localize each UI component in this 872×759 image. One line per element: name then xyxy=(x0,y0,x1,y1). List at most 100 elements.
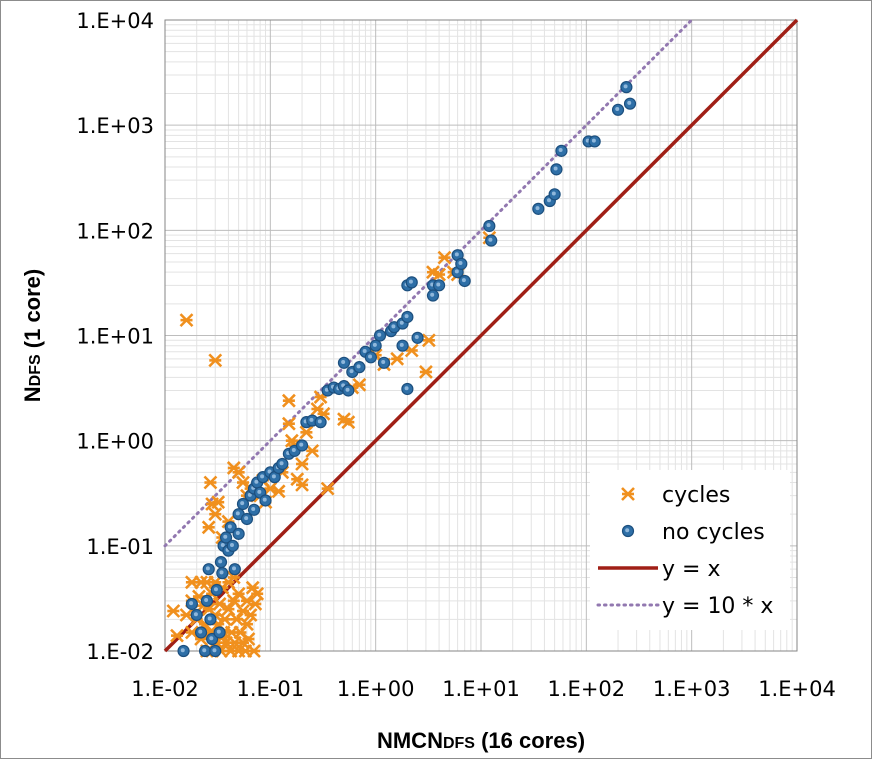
point-no-cycles xyxy=(177,644,190,658)
point-highlight xyxy=(414,335,419,340)
point-highlight xyxy=(317,419,322,424)
point-cycles xyxy=(295,457,309,471)
point-no-cycles xyxy=(432,279,446,292)
point-cycles xyxy=(437,250,452,265)
point-no-cycles xyxy=(216,567,229,580)
y-tick-label: 1.E-02 xyxy=(86,640,154,664)
point-highlight xyxy=(219,570,224,575)
point-no-cycles xyxy=(314,416,327,429)
point-highlight xyxy=(551,191,556,196)
point-no-cycles xyxy=(401,382,414,396)
point-highlight xyxy=(309,417,314,422)
point-cycles xyxy=(217,612,232,627)
y-axis-tick-labels: 1.E-02 1.E-01 1.E+00 1.E+01 1.E+02 1.E+03 1.E+… xyxy=(76,9,154,664)
point-no-cycles xyxy=(337,356,351,369)
point-highlight xyxy=(368,354,373,359)
point-no-cycles xyxy=(236,497,250,511)
x-tick-label: 1.E-02 xyxy=(131,677,199,701)
point-highlight xyxy=(623,84,628,89)
line-y-equals-x xyxy=(163,18,799,653)
point-highlight xyxy=(260,474,265,479)
y-tick-label: 1.E+04 xyxy=(76,9,154,33)
point-highlight xyxy=(391,324,396,329)
point-highlight xyxy=(189,601,194,606)
point-highlight xyxy=(430,292,435,297)
point-highlight xyxy=(291,448,296,453)
point-highlight xyxy=(377,332,382,337)
point-highlight xyxy=(267,469,272,474)
point-highlight xyxy=(240,501,245,506)
point-no-cycles xyxy=(405,276,418,289)
y-axis-title-sub: DFS xyxy=(27,354,44,386)
point-cycles xyxy=(421,333,436,348)
point-highlight xyxy=(349,369,354,374)
point-highlight xyxy=(345,387,350,392)
point-highlight xyxy=(625,528,630,533)
point-cycles xyxy=(179,608,194,622)
point-highlight xyxy=(204,598,209,603)
point-no-cycles xyxy=(228,563,241,576)
x-tick-label: 1.E+04 xyxy=(758,677,836,701)
point-no-cycles xyxy=(214,556,228,569)
point-highlight xyxy=(229,543,234,548)
point-no-cycles xyxy=(364,351,377,364)
legend-symbol-no-cycles xyxy=(621,524,635,538)
legend-background xyxy=(590,470,790,630)
point-no-cycles xyxy=(455,257,468,270)
legend-label-no-cycles: no cycles xyxy=(662,520,765,545)
point-highlight xyxy=(232,566,237,571)
point-cycles xyxy=(203,475,218,490)
x-tick-label: 1.E+00 xyxy=(337,677,415,701)
point-cycles xyxy=(240,617,254,632)
point-cycles xyxy=(211,495,226,510)
point-cycles xyxy=(295,477,309,492)
point-highlight xyxy=(202,648,207,653)
point-highlight xyxy=(381,360,386,365)
point-cycles xyxy=(281,393,296,408)
point-highlight xyxy=(213,587,218,592)
point-no-cycles xyxy=(548,188,561,201)
point-highlight xyxy=(227,524,232,529)
point-highlight xyxy=(247,492,252,497)
point-no-cycles xyxy=(185,597,198,611)
point-no-cycles xyxy=(240,512,254,526)
point-highlight xyxy=(251,507,256,512)
x-axis-title-main: NMCN xyxy=(377,728,443,753)
point-no-cycles xyxy=(377,356,391,369)
point-highlight xyxy=(262,497,267,502)
point-no-cycles xyxy=(588,135,601,148)
point-no-cycles xyxy=(555,144,568,157)
point-highlight xyxy=(404,314,409,319)
point-highlight xyxy=(218,559,223,564)
point-cycles xyxy=(170,628,184,643)
point-highlight xyxy=(235,531,240,536)
point-highlight xyxy=(362,348,367,353)
point-no-cycles xyxy=(204,613,217,626)
point-highlight xyxy=(180,648,185,653)
point-no-cycles xyxy=(620,81,633,94)
point-highlight xyxy=(558,148,563,153)
point-no-cycles xyxy=(190,608,203,622)
y-tick-label: 1.E+00 xyxy=(76,430,154,454)
point-highlight xyxy=(244,516,249,521)
y-tick-label: 1.E+03 xyxy=(76,114,154,138)
y-axis-title: NDFS (1 core) xyxy=(20,269,45,402)
point-cycles xyxy=(250,586,265,601)
point-highlight xyxy=(220,543,225,548)
x-tick-label: 1.E-01 xyxy=(237,677,305,701)
point-no-cycles xyxy=(401,310,414,324)
point-highlight xyxy=(299,442,304,447)
point-no-cycles xyxy=(426,289,440,302)
point-no-cycles xyxy=(202,563,215,576)
point-highlight xyxy=(193,612,198,617)
point-cycles xyxy=(208,353,223,368)
x-tick-label: 1.E+03 xyxy=(653,677,731,701)
x-axis-title-sub: DFS xyxy=(443,735,475,752)
point-highlight xyxy=(454,252,459,257)
point-cycles xyxy=(247,644,261,658)
point-cycles xyxy=(320,481,335,496)
point-cycles xyxy=(352,377,367,392)
point-highlight xyxy=(458,261,463,266)
point-no-cycles xyxy=(194,626,208,639)
point-highlight xyxy=(271,474,276,479)
